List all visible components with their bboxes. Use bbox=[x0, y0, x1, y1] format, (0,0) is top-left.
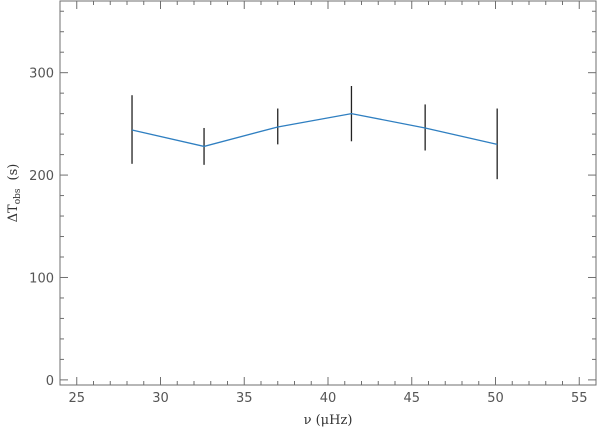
x-tick-label: 40 bbox=[320, 391, 337, 406]
y-tick-label: 100 bbox=[29, 271, 54, 286]
y-axis-title-main: ΔT bbox=[6, 204, 21, 222]
x-tick-label: 50 bbox=[487, 391, 504, 406]
x-tick-label: 25 bbox=[68, 391, 85, 406]
x-tick-label: 30 bbox=[152, 391, 169, 406]
y-tick-label: 0 bbox=[46, 374, 54, 389]
y-tick-label: 200 bbox=[29, 169, 54, 184]
x-axis-ticks: 25 30 35 40 45 50 55 bbox=[59, 1, 597, 406]
y-axis-ticks: 0 100 200 300 bbox=[29, 10, 596, 389]
x-tick-label: 55 bbox=[571, 391, 588, 406]
error-bars bbox=[131, 85, 498, 180]
y-tick-label: 300 bbox=[29, 67, 54, 82]
x-tick-label: 35 bbox=[236, 391, 253, 406]
x-tick-label: 45 bbox=[403, 391, 420, 406]
y-axis-title-sub: obs bbox=[13, 188, 23, 204]
plot-frame bbox=[59, 0, 597, 386]
y-axis-title-unit: (s) bbox=[6, 164, 21, 181]
y-axis-title: ΔTobs (s) bbox=[6, 164, 23, 223]
series-line bbox=[131, 112, 498, 148]
x-axis-title: ν (μHz) bbox=[304, 413, 353, 428]
